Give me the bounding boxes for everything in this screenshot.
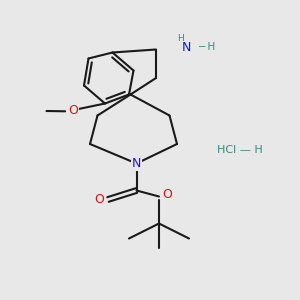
Text: HCl — H: HCl — H <box>217 145 263 155</box>
Text: N: N <box>181 41 191 54</box>
Text: N: N <box>132 157 141 170</box>
Text: O: O <box>94 193 104 206</box>
Text: O: O <box>68 103 78 117</box>
Text: O: O <box>163 188 172 201</box>
Text: ─ H: ─ H <box>198 42 215 52</box>
Text: H: H <box>177 34 184 43</box>
